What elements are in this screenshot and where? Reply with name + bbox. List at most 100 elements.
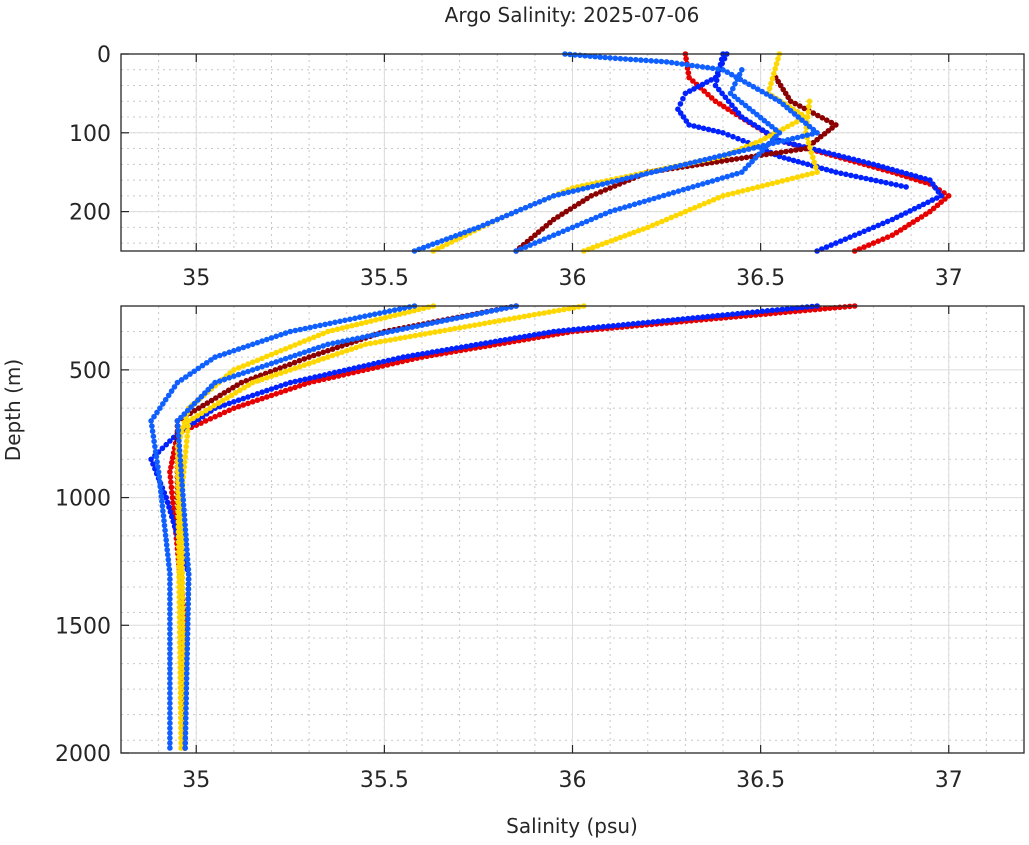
data-point [565,327,572,333]
data-point [417,331,423,338]
data-point [889,216,896,223]
data-point [536,311,542,317]
data-point [787,98,794,105]
data-point [550,232,557,238]
data-point [370,365,376,372]
data-point [570,188,576,194]
data-point [371,311,378,318]
data-point [259,338,265,344]
data-point [167,631,173,637]
data-point [306,354,312,360]
data-point [654,220,660,227]
data-point [555,214,561,220]
data-point [278,383,284,389]
data-point [151,413,157,420]
data-point [375,359,382,366]
axes-frame [120,53,1025,252]
data-point [150,433,157,440]
data-point [865,160,872,166]
data-point [935,189,942,195]
data-point [626,203,633,209]
data-point [866,242,872,248]
data-point [663,216,670,223]
data-point [191,400,198,407]
data-point [344,347,350,354]
data-point [184,551,191,558]
data-point [566,305,572,312]
data-point [826,150,832,156]
data-point [168,484,175,491]
data-point [777,82,784,89]
data-point [160,508,166,514]
data-point [602,54,608,61]
data-point [769,75,776,82]
data-point [175,483,181,490]
data-point [287,328,294,335]
data-point [715,66,721,72]
data-point [167,670,173,677]
data-point [930,181,936,187]
data-point [823,244,830,250]
data-point [612,183,618,189]
data-point [819,115,826,121]
data-point [810,126,817,133]
data-point [414,323,420,330]
data-point [521,333,528,340]
data-point [597,189,604,195]
data-point [468,342,475,349]
data-point [789,175,796,182]
data-point [893,229,900,236]
data-point [837,238,844,244]
data-point [339,325,346,331]
data-point [668,59,675,66]
data-point [154,459,160,465]
data-point [439,238,445,244]
data-point [754,184,761,190]
data-point [574,222,580,229]
data-point [604,180,611,186]
data-point [170,518,176,525]
data-point [245,400,251,407]
data-point [335,339,341,346]
data-point [702,156,708,163]
data-point [267,368,274,375]
data-point [750,145,757,151]
data-point [488,308,495,314]
data-point [211,402,218,409]
data-point [836,152,842,159]
data-point [268,392,275,399]
data-point [332,319,338,326]
data-point [184,546,190,553]
series-7 [513,67,783,254]
data-point [861,244,867,250]
data-point [167,660,173,667]
data-point [391,307,398,313]
data-point [815,112,821,119]
data-point [416,306,422,313]
data-point [379,330,386,337]
data-point [167,645,173,652]
data-point [348,346,355,352]
data-point [468,312,475,318]
data-point [704,179,711,186]
data-point [739,67,745,73]
data-point [682,90,689,97]
x-tick-label: 37 [935,266,963,291]
data-point [317,373,323,379]
data-point [492,338,499,345]
data-point [739,310,746,317]
data-point [355,368,362,375]
data-point [357,314,363,321]
data-point [730,85,736,92]
data-point [351,365,357,372]
data-point [207,405,213,412]
data-point [282,346,289,352]
data-point [766,133,773,139]
data-point [732,106,738,112]
data-point [315,357,322,364]
data-point [683,118,690,124]
data-point [607,185,613,191]
data-point [385,357,392,364]
data-point [181,517,188,523]
data-point [861,228,867,235]
